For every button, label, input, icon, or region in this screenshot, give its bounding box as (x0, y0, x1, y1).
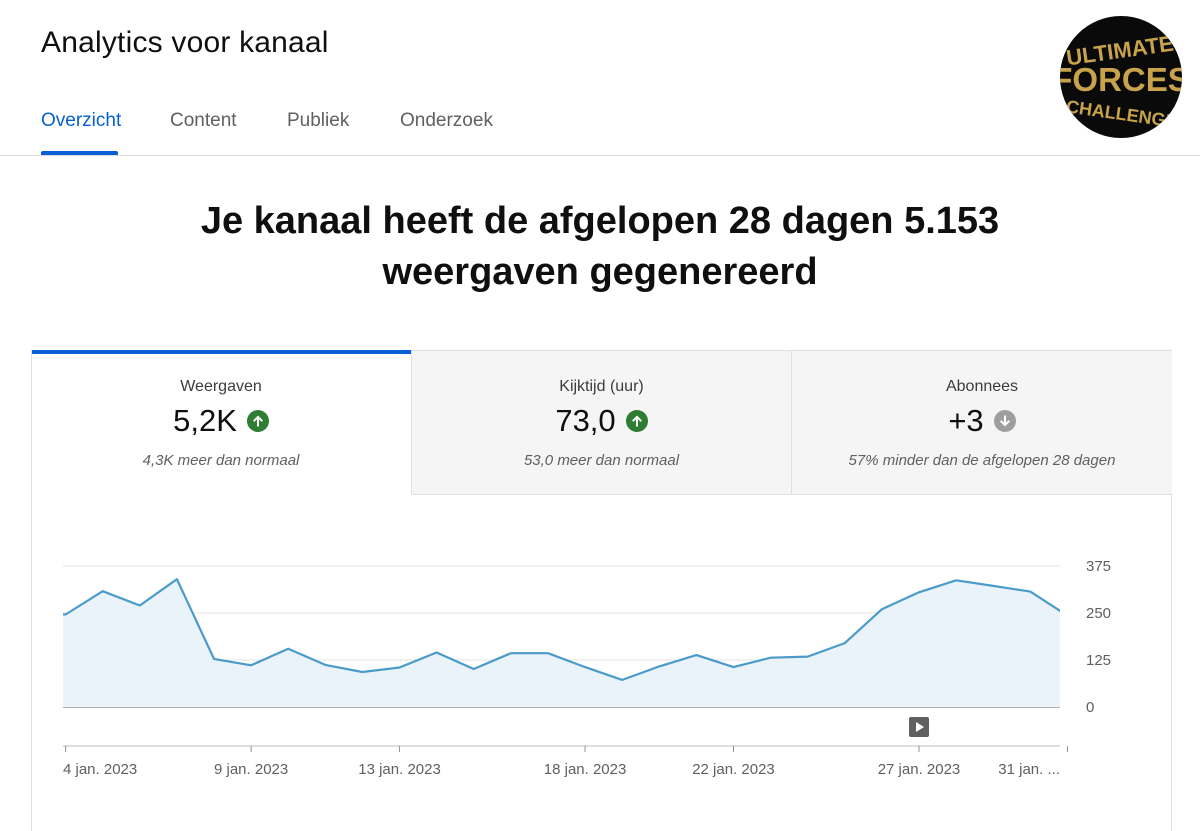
tab-label: Overzicht (41, 110, 122, 131)
metric-tab-weergaven[interactable]: Weergaven 5,2K 4,3K meer dan normaal (32, 350, 411, 494)
x-tick-label: 31 jan. ... (998, 761, 1060, 778)
series-line (63, 578, 1060, 681)
metric-value: +3 (948, 403, 984, 438)
tab-content[interactable]: Content (170, 110, 237, 132)
active-tab-indicator (41, 151, 118, 155)
x-tick-label: 18 jan. 2023 (544, 761, 627, 778)
metric-label: Kijktijd (uur) (559, 378, 644, 395)
tab-onderzoek[interactable]: Onderzoek (400, 110, 493, 132)
channel-avatar[interactable]: ULTIMATE FORCES CHALLENGE (1057, 13, 1185, 141)
play-icon-triangle (916, 722, 924, 732)
y-tick-label: 375 (1086, 558, 1111, 575)
x-tick-label: 9 jan. 2023 (214, 761, 288, 778)
arrow-up-icon (246, 410, 269, 432)
x-tick-label: 13 jan. 2023 (358, 761, 441, 778)
metric-label: Weergaven (180, 378, 262, 395)
metric-tab-abonnees[interactable]: Abonnees +3 57% minder dan de afgelopen … (791, 351, 1172, 495)
header-divider (0, 155, 1200, 156)
selected-metric-indicator (32, 350, 411, 354)
views-chart: 0 125 250 375 4 jan. 2023 9 jan. 2023 13 jan. … (63, 558, 1111, 778)
logo-text-middle: FORCES (1057, 61, 1185, 98)
x-tick-label: 22 jan. 2023 (692, 761, 775, 778)
y-tick-label: 250 (1086, 605, 1111, 622)
y-tick-label: 0 (1086, 699, 1094, 716)
metric-comparison: 53,0 meer dan normaal (523, 452, 680, 469)
tab-label: Publiek (287, 110, 350, 131)
video-play-icon[interactable] (909, 717, 929, 737)
metric-label: Abonnees (945, 378, 1019, 395)
summary-headline: Je kanaal heeft de afgelopen 28 dagen 5.… (200, 200, 1000, 293)
metric-value: 5,2K (173, 403, 237, 438)
series-area (63, 579, 1060, 707)
x-tick-label: 27 jan. 2023 (878, 761, 961, 778)
metric-comparison: 57% minder dan de afgelopen 28 dagen (848, 452, 1116, 469)
y-tick-label: 125 (1086, 652, 1111, 669)
tab-publiek[interactable]: Publiek (287, 110, 349, 132)
page-title: Analytics voor kanaal (41, 26, 329, 59)
tab-label: Content (170, 110, 237, 131)
tab-label: Onderzoek (400, 110, 493, 131)
metric-comparison: 4,3K meer dan normaal (142, 452, 300, 469)
tab-overzicht[interactable]: Overzicht (41, 110, 122, 155)
metric-tab-kijktijd[interactable]: Kijktijd (uur) 73,0 53,0 meer dan normaa… (411, 351, 791, 495)
x-tick-label: 4 jan. 2023 (63, 761, 137, 778)
arrow-down-icon (993, 410, 1016, 432)
metric-value: 73,0 (555, 403, 616, 438)
arrow-up-icon (625, 410, 648, 432)
